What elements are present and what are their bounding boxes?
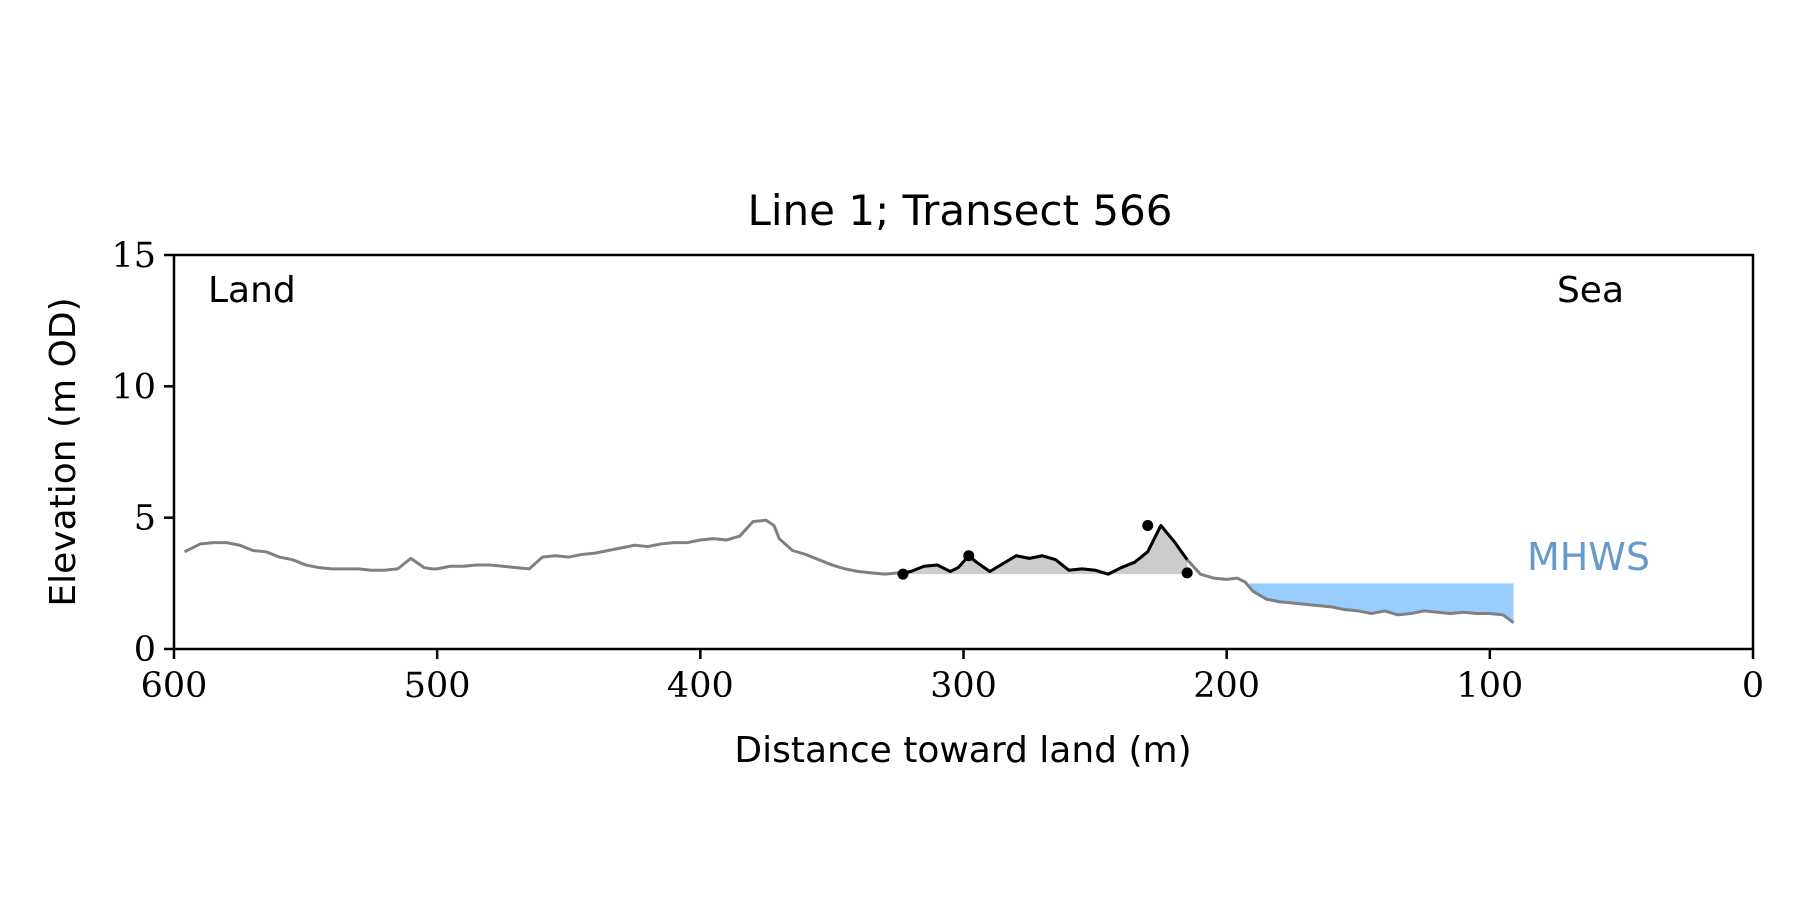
y-axis-label: Elevation (m OD) [43,297,84,606]
dune-profile-line [902,524,1189,576]
x-tick-label-100: 100 [1456,666,1523,706]
y-tick-label-5: 5 [134,499,156,539]
x-axis-label: Distance toward land (m) [734,730,1191,771]
chart-title: Line 1; Transect 566 [747,186,1172,235]
dune-fill [902,525,1188,575]
dune-point-0 [897,568,909,580]
dune-point-1 [963,550,975,562]
y-axis: 0 5 10 15 [111,236,174,670]
x-tick-label-500: 500 [404,666,471,706]
x-tick-label-300: 300 [930,666,997,706]
y-tick-label-10: 10 [111,367,156,407]
dune-point-3 [1181,567,1193,579]
sea-label: Sea [1557,270,1624,311]
dune-point-2 [1142,520,1154,532]
x-tick-label-200: 200 [1193,666,1260,706]
y-tick-label-0: 0 [134,630,156,670]
elevation-profile-line [183,518,1515,624]
mhws-label: MHWS [1527,535,1650,579]
axes-frame [172,253,1755,651]
y-tick-label-15: 15 [111,236,156,276]
x-axis: 600 500 400 300 200 100 0 [141,649,1764,706]
x-tick-label-400: 400 [667,666,734,706]
x-tick-label-0: 0 [1742,666,1764,706]
land-label: Land [208,270,296,311]
x-tick-label-600: 600 [141,666,208,706]
plot-area [183,518,1515,624]
